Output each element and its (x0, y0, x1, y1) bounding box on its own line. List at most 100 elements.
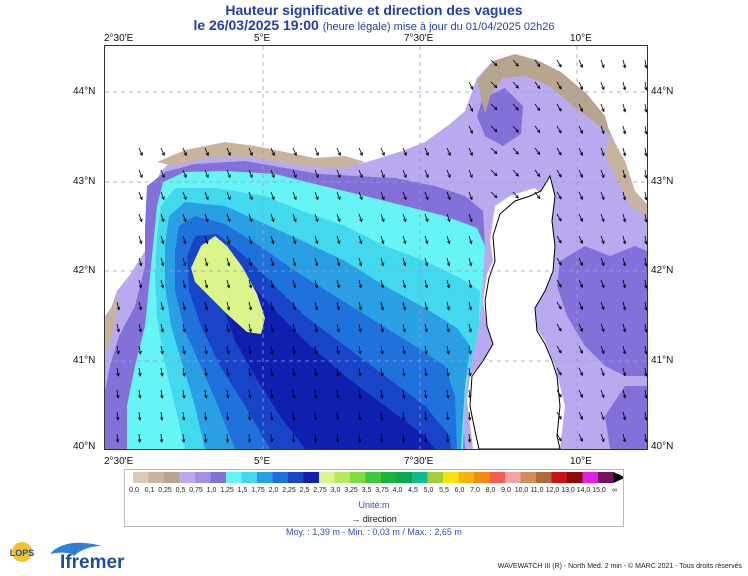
wave-direction-arrow (556, 367, 562, 376)
wave-direction-arrow (622, 213, 626, 222)
wave-direction-arrowhead (227, 196, 231, 201)
wave-direction-arrowhead (403, 174, 407, 179)
wave-direction-arrowhead (293, 174, 297, 179)
wave-direction-arrowhead (161, 196, 165, 201)
wave-direction-arrowhead (227, 174, 231, 179)
wave-direction-arrowhead (380, 284, 385, 289)
legend-value: 3,0 (330, 487, 341, 494)
wave-direction-arrow (358, 389, 361, 398)
wave-direction-arrow (600, 213, 605, 222)
lon-label-bottom: 5°E (254, 456, 271, 467)
wave-direction-arrowhead (379, 416, 384, 421)
wave-direction-arrow (336, 323, 340, 332)
wave-direction-arrowhead (468, 394, 472, 399)
lat-label-right: 40°N (651, 441, 674, 452)
legend-swatch (582, 472, 598, 483)
wave-direction-arrowhead (622, 108, 627, 113)
legend-swatch (133, 472, 149, 483)
wave-direction-arrow (204, 147, 209, 156)
wave-direction-arrowhead (204, 372, 208, 377)
wave-direction-arrow (336, 213, 341, 222)
legend-value: 2,0 (268, 487, 279, 494)
wave-direction-arrowhead (381, 240, 385, 245)
wave-direction-arrowhead (579, 218, 583, 222)
wave-direction-arrow (644, 301, 647, 310)
wave-direction-arrow (622, 257, 626, 266)
wave-direction-arrowhead (601, 64, 605, 69)
wave-direction-arrowhead (205, 240, 209, 245)
wave-direction-arrowhead (469, 196, 473, 201)
wave-direction-arrowhead (622, 218, 627, 223)
wave-direction-arrowhead (249, 196, 253, 201)
wave-direction-arrowhead (293, 240, 297, 245)
wave-direction-arrowhead (226, 262, 231, 267)
wave-direction-arrow (556, 389, 562, 398)
wave-direction-arrow (468, 191, 473, 200)
wave-direction-arrow (248, 323, 252, 332)
wave-direction-arrowhead (469, 240, 473, 245)
legend-swatch (257, 472, 273, 483)
wave-direction-arrow (644, 433, 647, 442)
wave-direction-arrowhead (558, 349, 562, 354)
wave-direction-arrow (578, 191, 583, 200)
wave-direction-arrow (204, 257, 208, 266)
wave-direction-arrow (578, 301, 583, 310)
wave-direction-arrow (292, 433, 295, 443)
wave-direction-arrowhead (515, 85, 519, 89)
wave-direction-arrow (226, 191, 231, 200)
wave-direction-arrow (578, 411, 583, 420)
wave-direction-arrowhead (403, 196, 407, 201)
legend-swatch (195, 472, 211, 483)
legend-value: 3,5 (361, 487, 372, 494)
wave-direction-arrowhead (248, 350, 252, 355)
wave-direction-arrow (248, 433, 251, 443)
wave-direction-arrowhead (424, 394, 428, 399)
wave-direction-arrowhead (558, 261, 562, 266)
wave-direction-arrow (314, 345, 317, 354)
wave-direction-arrowhead (601, 152, 605, 157)
wave-direction-arrow (292, 411, 295, 420)
wave-direction-arrowhead (601, 372, 605, 377)
wave-direction-arrow (204, 191, 209, 200)
wave-direction-arrow (182, 301, 186, 310)
wave-direction-arrowhead (336, 306, 341, 311)
wave-direction-arrow (644, 103, 647, 112)
wave-direction-arrowhead (381, 152, 385, 157)
wave-direction-arrow (248, 389, 251, 398)
wave-direction-arrowhead (468, 284, 473, 289)
wave-direction-arrowhead (226, 306, 231, 311)
wave-direction-arrowhead (271, 152, 275, 157)
wave-direction-arrow (226, 411, 229, 420)
wave-direction-arrowhead (601, 108, 605, 113)
wave-direction-arrowhead (515, 173, 519, 177)
wave-direction-arrow (424, 235, 428, 244)
wave-direction-arrow (644, 323, 647, 332)
wave-direction-arrowhead (270, 350, 274, 355)
wave-direction-arrowhead (270, 328, 274, 333)
wave-direction-arrow (402, 411, 405, 420)
wave-direction-arrow (534, 81, 541, 89)
wave-direction-arrowhead (270, 372, 274, 377)
wave-direction-arrowhead (579, 240, 583, 244)
direction-label: direction (362, 514, 397, 524)
legend-value: 10,0 (514, 487, 529, 494)
wave-direction-arrows (115, 59, 648, 443)
sea-waves-purple-north (477, 88, 523, 146)
legend-arrow-icon (613, 472, 626, 483)
wave-direction-arrow (270, 213, 275, 222)
wave-direction-arrowhead (161, 174, 165, 179)
wave-direction-arrowhead (446, 372, 450, 377)
wave-direction-arrowhead (160, 394, 164, 399)
wave-direction-arrow (446, 367, 449, 376)
legend-swatch (319, 472, 335, 483)
wave-direction-arrow (622, 235, 626, 244)
wave-direction-arrowhead (336, 372, 340, 377)
wave-direction-arrowhead (622, 86, 627, 91)
legend-value: 2,75 (313, 487, 327, 494)
legend-value: 5,5 (439, 487, 449, 494)
wave-direction-arrowhead (493, 194, 498, 199)
legend-swatch (179, 472, 195, 483)
wave-direction-arrowhead (226, 284, 231, 289)
legend-value: 8,0 (485, 487, 496, 494)
unit-label: Unité:m (358, 500, 390, 510)
